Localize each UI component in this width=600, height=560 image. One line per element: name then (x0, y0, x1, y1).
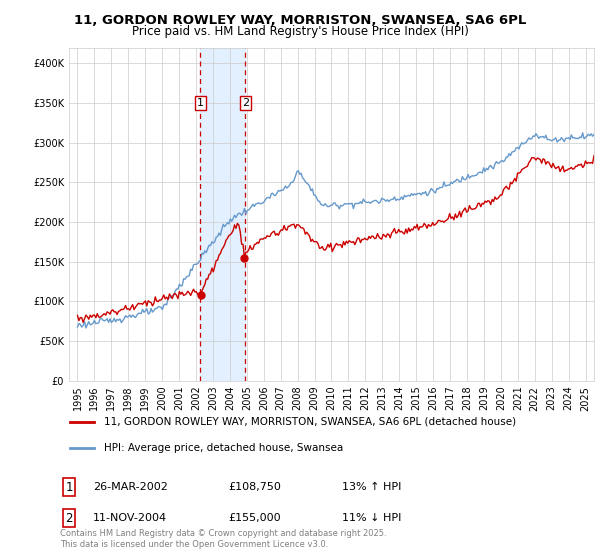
Text: 11% ↓ HPI: 11% ↓ HPI (342, 513, 401, 523)
Text: 11-NOV-2004: 11-NOV-2004 (93, 513, 167, 523)
Text: 11, GORDON ROWLEY WAY, MORRISTON, SWANSEA, SA6 6PL: 11, GORDON ROWLEY WAY, MORRISTON, SWANSE… (74, 14, 526, 27)
Text: 1: 1 (197, 98, 204, 108)
Text: £155,000: £155,000 (228, 513, 281, 523)
Text: 2: 2 (65, 511, 73, 525)
Text: 13% ↑ HPI: 13% ↑ HPI (342, 482, 401, 492)
Text: 1: 1 (65, 480, 73, 494)
Text: Contains HM Land Registry data © Crown copyright and database right 2025.
This d: Contains HM Land Registry data © Crown c… (60, 529, 386, 549)
Text: £108,750: £108,750 (228, 482, 281, 492)
Text: 2: 2 (242, 98, 249, 108)
Text: Price paid vs. HM Land Registry's House Price Index (HPI): Price paid vs. HM Land Registry's House … (131, 25, 469, 38)
Text: 11, GORDON ROWLEY WAY, MORRISTON, SWANSEA, SA6 6PL (detached house): 11, GORDON ROWLEY WAY, MORRISTON, SWANSE… (104, 417, 517, 427)
Text: 26-MAR-2002: 26-MAR-2002 (93, 482, 168, 492)
Bar (200, 48, 245, 381)
Text: HPI: Average price, detached house, Swansea: HPI: Average price, detached house, Swan… (104, 443, 344, 453)
